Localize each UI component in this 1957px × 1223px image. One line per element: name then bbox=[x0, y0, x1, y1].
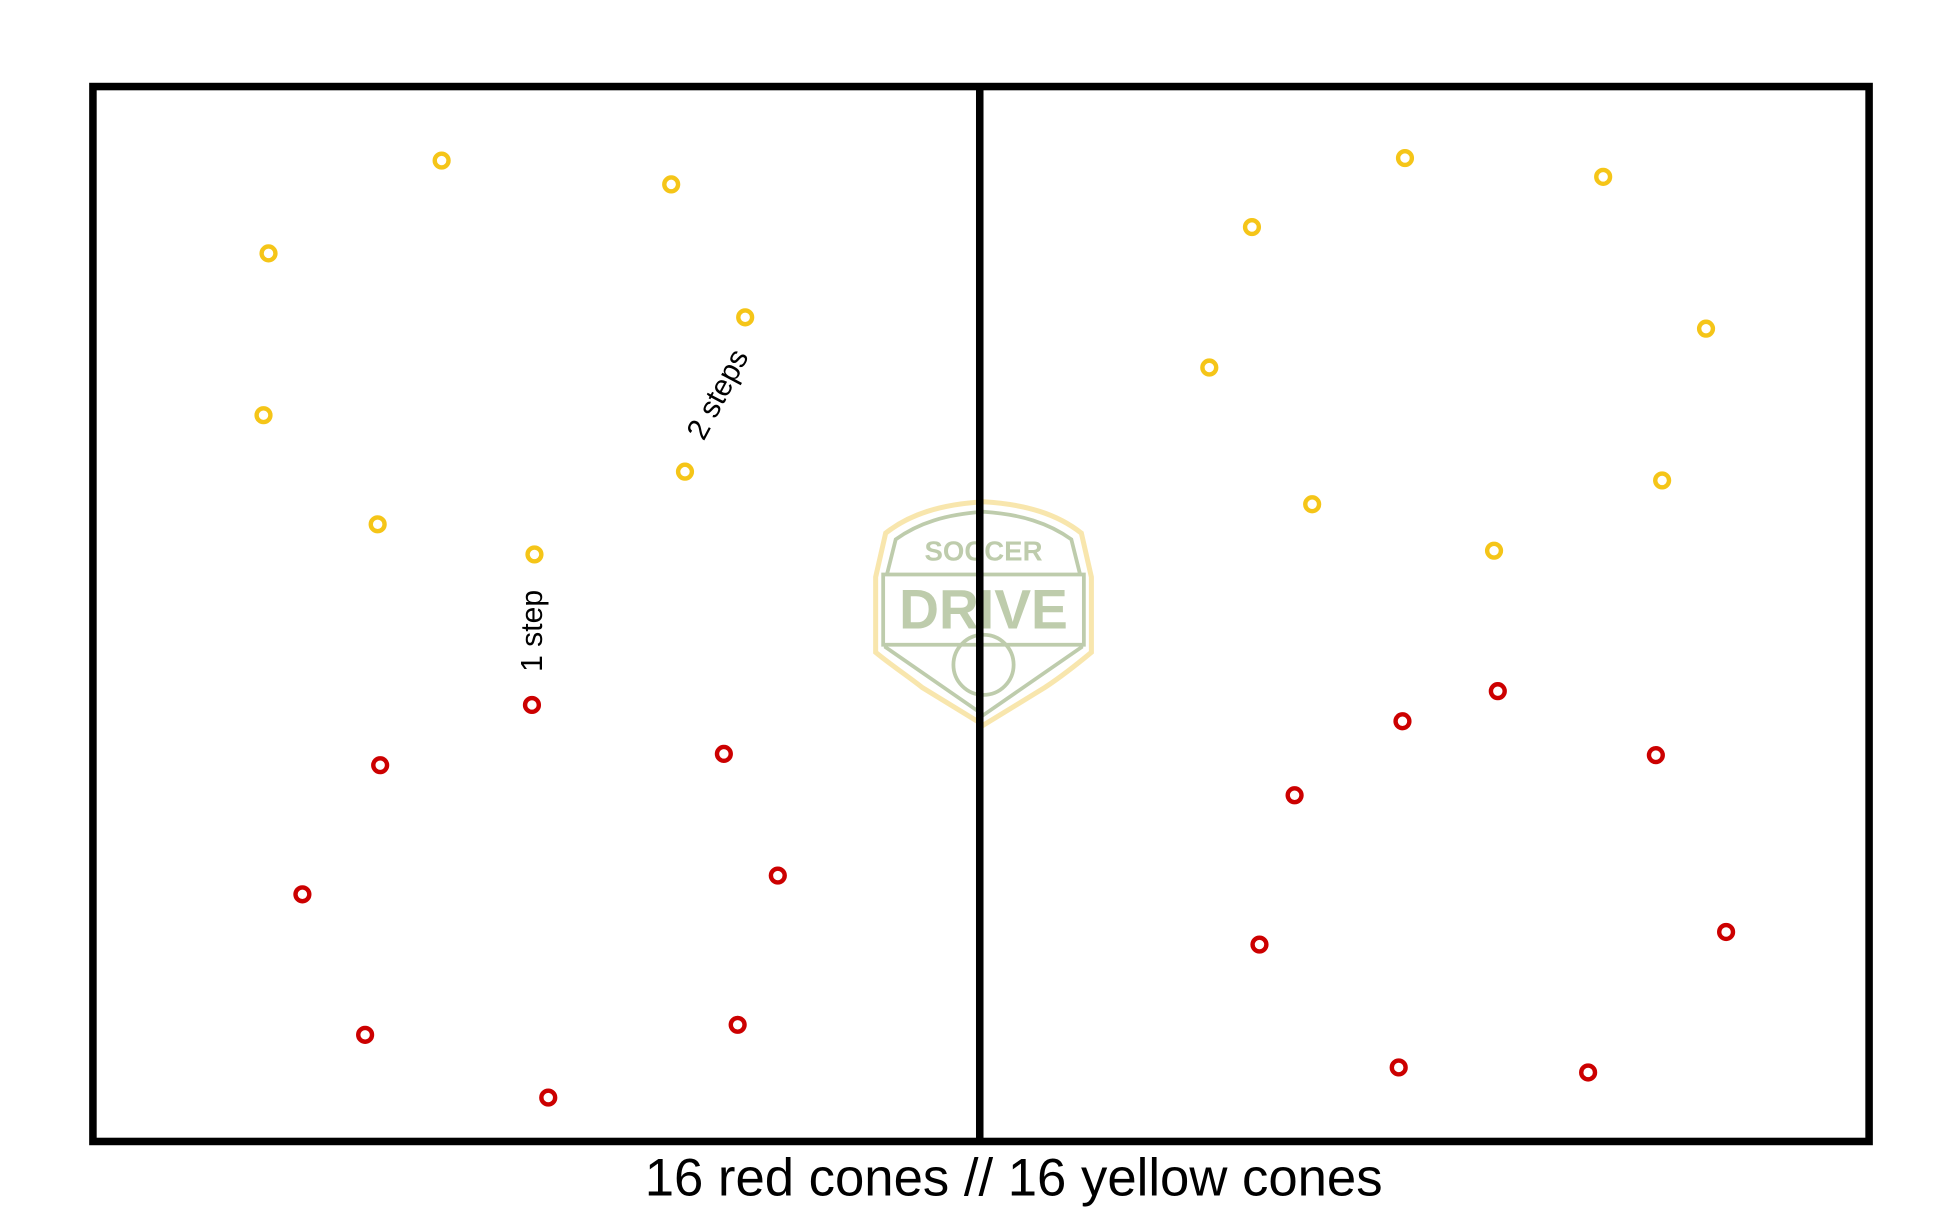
yellow-cone bbox=[1484, 541, 1504, 560]
one-step-label: 1 step bbox=[516, 590, 549, 672]
yellow-cone bbox=[662, 175, 681, 194]
logo-top: SOCCER bbox=[925, 536, 1043, 567]
yellow-cone bbox=[1242, 217, 1262, 237]
red-cone bbox=[1389, 1058, 1408, 1077]
red-cone bbox=[1488, 682, 1507, 701]
red-cone bbox=[539, 1088, 558, 1107]
yellow-cone bbox=[1594, 167, 1613, 186]
yellow-cone bbox=[368, 515, 387, 534]
red-cone bbox=[714, 744, 733, 763]
red-cone bbox=[522, 695, 542, 715]
red-cone bbox=[371, 756, 390, 775]
red-cone bbox=[728, 1015, 747, 1034]
red-cone bbox=[1250, 935, 1269, 954]
yellow-cone bbox=[675, 462, 695, 481]
yellow-cone bbox=[254, 406, 273, 425]
yellow-cone bbox=[1200, 358, 1219, 377]
red-cone bbox=[768, 866, 787, 885]
yellow-cone bbox=[1696, 319, 1716, 338]
yellow-cone bbox=[259, 244, 278, 263]
red-cone bbox=[1717, 922, 1736, 942]
yellow-cone bbox=[525, 545, 544, 564]
yellow-cone bbox=[1395, 148, 1415, 168]
yellow-cone bbox=[432, 151, 451, 170]
red-cone bbox=[1579, 1063, 1598, 1082]
yellow-cone bbox=[1653, 471, 1672, 490]
caption: 16 red cones // 16 yellow cones bbox=[645, 1148, 1383, 1207]
yellow-cone bbox=[736, 308, 755, 327]
red-cone bbox=[356, 1025, 375, 1044]
red-cone bbox=[293, 885, 312, 904]
red-cone bbox=[1285, 786, 1304, 805]
cones bbox=[254, 148, 1736, 1107]
red-cone bbox=[1646, 746, 1665, 765]
yellow-cone bbox=[1303, 495, 1322, 514]
red-cone bbox=[1393, 712, 1412, 731]
